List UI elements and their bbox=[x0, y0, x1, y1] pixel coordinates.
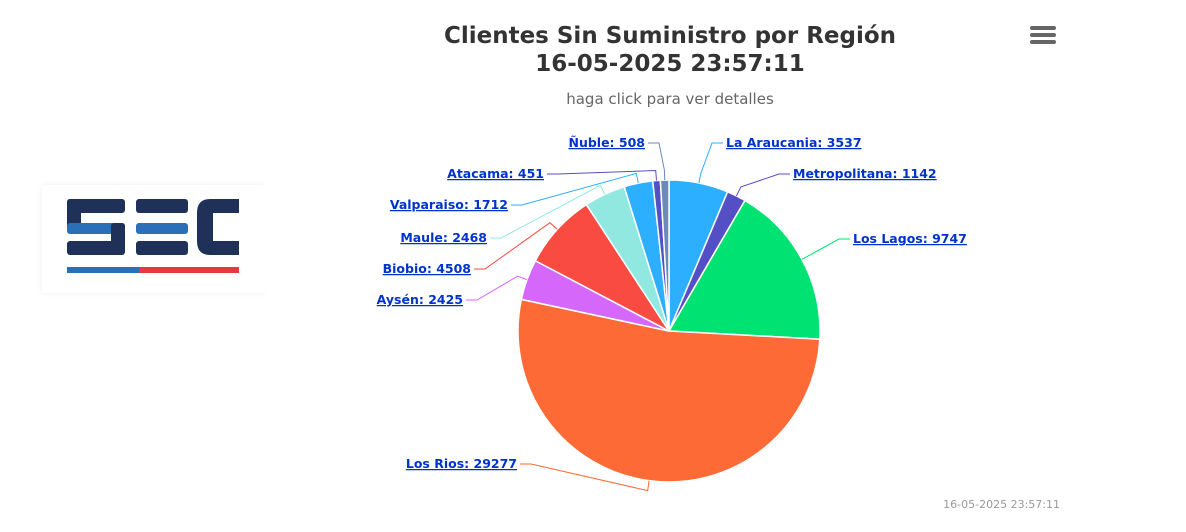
connector-maule bbox=[490, 184, 606, 239]
logo-e-bottom bbox=[136, 241, 188, 255]
logo-c bbox=[197, 199, 239, 255]
connector-biobio bbox=[474, 222, 558, 270]
chart-credit-timestamp: 16-05-2025 23:57:11 bbox=[943, 498, 1060, 511]
connector-la-araucania bbox=[698, 142, 723, 184]
menu-bar bbox=[1030, 33, 1056, 37]
data-label-atacama[interactable]: Atacama: 451 bbox=[447, 166, 544, 181]
chart-title-line2: 16-05-2025 23:57:11 bbox=[535, 51, 805, 77]
chart-subtitle: haga click para ver detalles bbox=[566, 90, 774, 108]
connector-metropolitana bbox=[735, 173, 790, 197]
connector-valparaiso bbox=[511, 172, 639, 206]
sec-logo-graphic bbox=[67, 199, 239, 273]
data-label-biobio[interactable]: Biobio: 4508 bbox=[383, 261, 471, 276]
data-label-ñuble[interactable]: Ñuble: 508 bbox=[568, 135, 645, 150]
data-label-la-araucania[interactable]: La Araucania: 3537 bbox=[726, 135, 862, 150]
connector-aysén bbox=[466, 275, 528, 301]
logo-e-mid bbox=[136, 223, 188, 234]
connector-los-rios bbox=[520, 463, 650, 492]
menu-bar bbox=[1030, 26, 1056, 30]
logo-s-top bbox=[67, 199, 125, 213]
chart-container: Clientes Sin Suministro por Región 16-05… bbox=[266, 0, 1066, 532]
logo-s-bottom bbox=[67, 241, 125, 255]
logo-s-mid bbox=[67, 223, 125, 234]
data-label-aysén[interactable]: Aysén: 2425 bbox=[377, 292, 463, 307]
chart-title-line1: Clientes Sin Suministro por Región bbox=[443, 23, 897, 49]
logo-e-top bbox=[136, 199, 188, 213]
connector-atacama bbox=[547, 169, 657, 181]
data-label-maule[interactable]: Maule: 2468 bbox=[400, 230, 487, 245]
connector-los-lagos bbox=[801, 238, 850, 260]
pie-slice-los-lagos[interactable] bbox=[668, 199, 821, 340]
logo-red-bar bbox=[139, 267, 239, 273]
data-label-metropolitana[interactable]: Metropolitana: 1142 bbox=[793, 166, 937, 181]
connector-ñuble bbox=[648, 142, 666, 181]
hamburger-menu-icon[interactable] bbox=[1030, 26, 1056, 50]
logo-blue-bar bbox=[67, 267, 139, 273]
pie-slice-los-rios[interactable] bbox=[517, 298, 821, 483]
data-label-los-lagos[interactable]: Los Lagos: 9747 bbox=[853, 231, 967, 246]
data-label-valparaiso[interactable]: Valparaiso: 1712 bbox=[390, 197, 508, 212]
menu-bar bbox=[1030, 40, 1056, 44]
chart-title: Clientes Sin Suministro por Región 16-05… bbox=[266, 22, 1074, 78]
sec-logo bbox=[42, 185, 266, 293]
data-label-los-rios[interactable]: Los Rios: 29277 bbox=[406, 456, 517, 471]
pie-chart: La Araucania: 3537 Metropolitana: 1142 Los… bbox=[377, 135, 967, 492]
